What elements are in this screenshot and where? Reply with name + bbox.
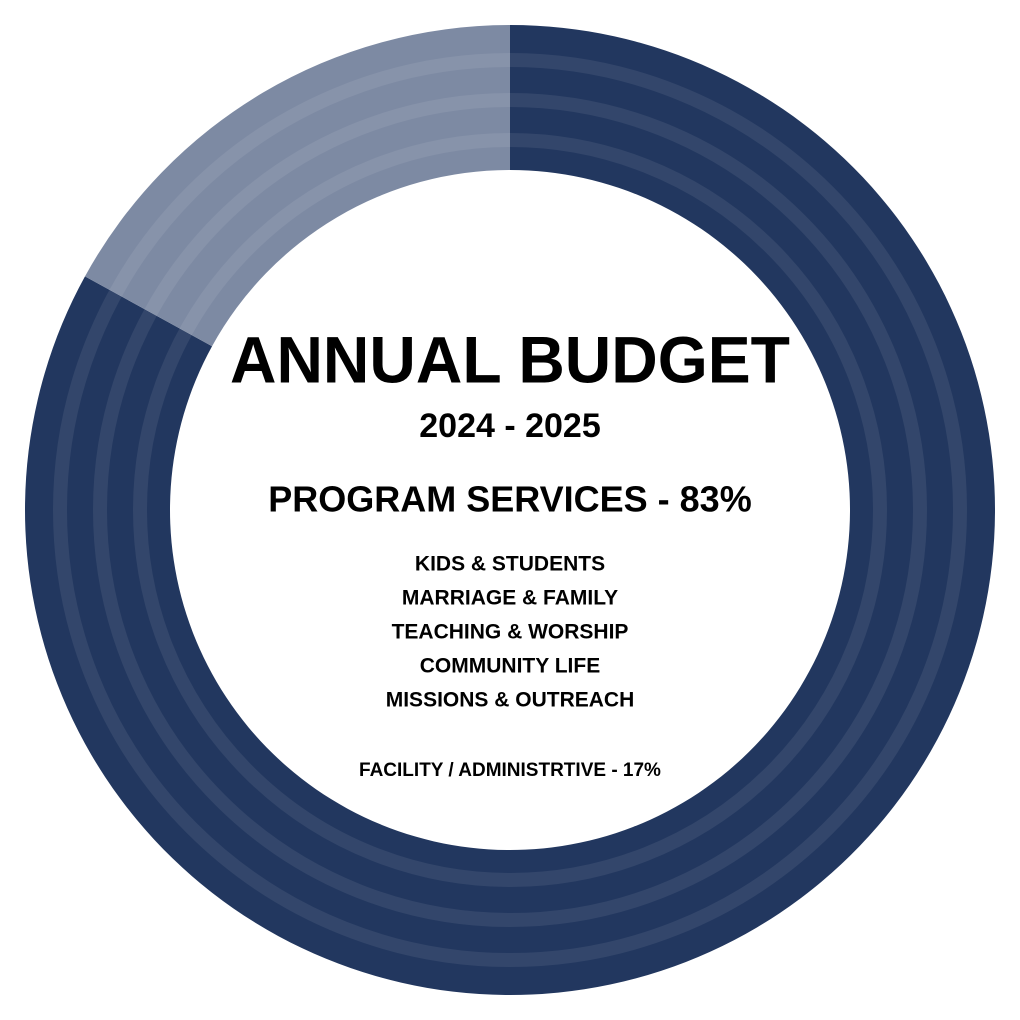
program-item: TEACHING & WORSHIP <box>392 621 629 644</box>
stripes <box>53 53 967 967</box>
donut <box>24 24 995 995</box>
slice <box>84 24 510 347</box>
stripe <box>93 93 927 927</box>
value-label: FACILITY / ADMINISTRTIVE - 17% <box>359 760 661 781</box>
program-item: COMMUNITY LIFE <box>420 655 600 678</box>
chart-subtitle: 2024 - 2025 <box>419 407 601 445</box>
program-item: KIDS & STUDENTS <box>415 553 605 576</box>
program-item: MARRIAGE & FAMILY <box>402 587 618 610</box>
program-items: KIDS & STUDENTS MARRIAGE & FAMILY TEACHING… <box>386 553 635 712</box>
program-item: MISSIONS & OUTREACH <box>386 689 635 712</box>
slice <box>24 25 995 995</box>
value-label: PROGRAM SERVICES - 83% <box>268 479 751 520</box>
stripe <box>133 133 887 887</box>
stripe <box>53 53 967 967</box>
chart-title: ANNUAL BUDGET <box>230 322 790 396</box>
